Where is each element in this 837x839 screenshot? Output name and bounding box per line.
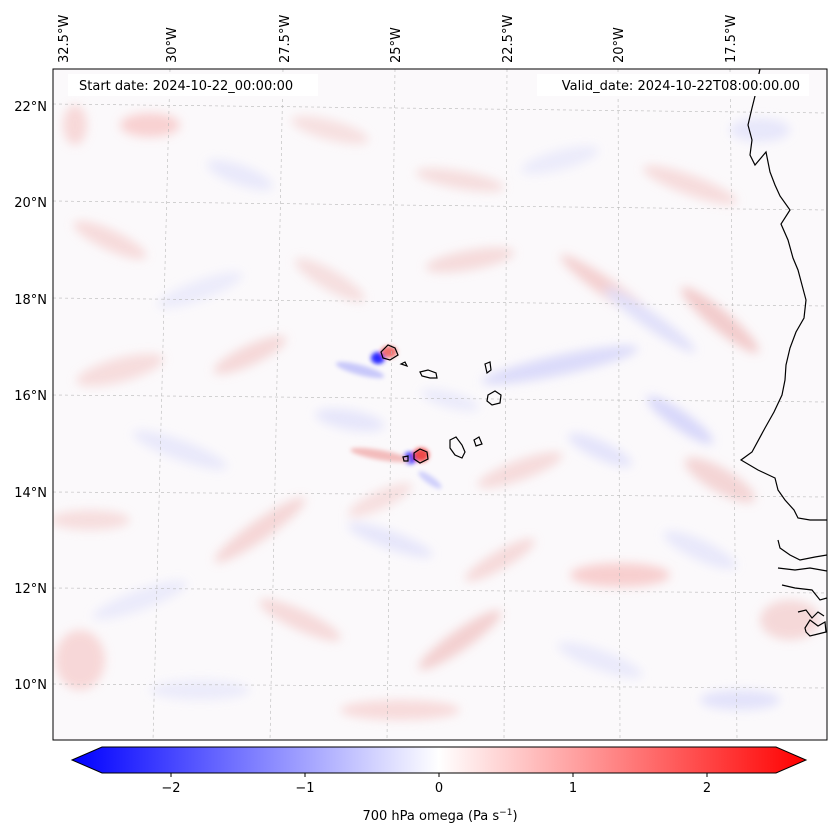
colorbar-body (70, 746, 808, 774)
lat-label-16n: 16°N (14, 389, 47, 404)
boa-vista-island (486, 390, 502, 406)
longitude-labels: 32.5°W 30°W 27.5°W 25°W 22.5°W 20°W 17.5… (57, 15, 739, 63)
lat-label-22n: 22°N (14, 100, 47, 115)
latitude-labels: 22°N 20°N 18°N 16°N 14°N 12°N 10°N (14, 100, 47, 693)
omega-extremes (335, 346, 442, 489)
graticule (53, 69, 827, 740)
lat-label-10n: 10°N (14, 678, 47, 693)
colorbar: −2 −1 0 1 2 700 hPa omega (Pa s−1) (70, 746, 808, 824)
start-date: Start date: 2024-10-22_00:00:00 (79, 79, 293, 94)
lon-label-32-5w: 32.5°W (57, 15, 72, 63)
santiago-island (449, 436, 466, 459)
colorbar-tick-0: 0 (435, 781, 443, 796)
lon-label-22-5w: 22.5°W (501, 15, 516, 63)
lat-label-12n: 12°N (14, 582, 47, 597)
colorbar-ticks (170, 773, 708, 777)
valid-date-box (537, 74, 809, 96)
fogo-island (413, 448, 429, 464)
colorbar-label: 700 hPa omega (Pa s−1) (362, 808, 517, 824)
coastlines (380, 69, 827, 637)
lat-label-18n: 18°N (14, 293, 47, 308)
guinea-bissau-coastline (797, 609, 827, 637)
sao-vicente-island (399, 361, 409, 368)
africa-coastline (739, 69, 827, 521)
lon-label-30w: 30°W (165, 27, 180, 63)
omega-field (53, 105, 820, 720)
valid-date: Valid_date: 2024-10-22T08:00:00.00 (562, 79, 800, 94)
lon-label-17-5w: 17.5°W (724, 15, 739, 63)
maio-island (473, 436, 483, 447)
map-frame (52, 68, 828, 741)
start-date-box (68, 74, 318, 96)
lon-label-25w: 25°W (389, 27, 404, 63)
gambia-coastline (777, 539, 827, 601)
lon-label-27-5w: 27.5°W (278, 15, 293, 63)
sao-nicolau-island (419, 369, 438, 379)
sal-island (484, 361, 492, 375)
colorbar-tick-2: 2 (703, 781, 711, 796)
brava-island (402, 455, 409, 462)
map-panel (53, 69, 827, 740)
header: Start date: 2024-10-22_00:00:00 Valid_da… (68, 74, 809, 96)
lon-label-20w: 20°W (612, 27, 627, 63)
colorbar-tick-neg2: −2 (161, 781, 180, 796)
lat-label-20n: 20°N (14, 196, 47, 211)
colorbar-tick-1: 1 (569, 781, 577, 796)
lat-label-14n: 14°N (14, 486, 47, 501)
santo-antao-island (380, 344, 399, 361)
colorbar-tick-neg1: −1 (295, 781, 314, 796)
